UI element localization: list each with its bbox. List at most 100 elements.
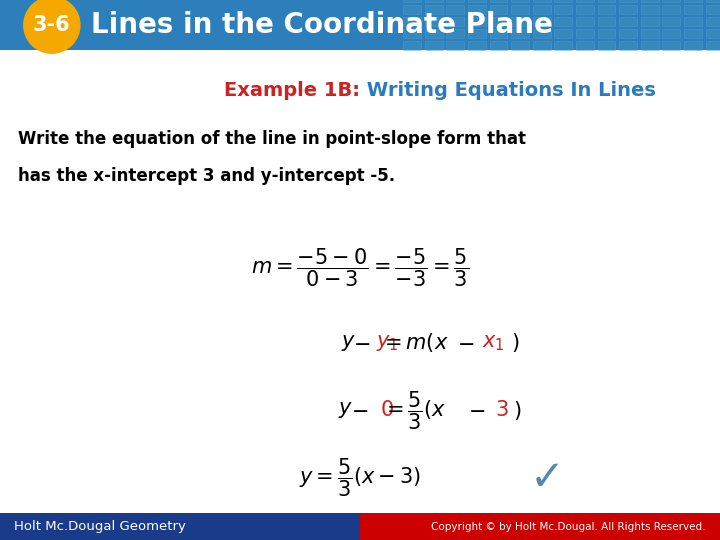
Text: Lines in the Coordinate Plane: Lines in the Coordinate Plane — [91, 11, 552, 39]
FancyBboxPatch shape — [533, 17, 551, 26]
Text: $y_1$: $y_1$ — [376, 333, 399, 353]
FancyBboxPatch shape — [425, 40, 443, 50]
Text: has the x-intercept 3 and y-intercept -5.: has the x-intercept 3 and y-intercept -5… — [18, 167, 395, 185]
FancyBboxPatch shape — [490, 40, 508, 50]
FancyBboxPatch shape — [576, 0, 594, 2]
FancyBboxPatch shape — [619, 17, 637, 26]
FancyBboxPatch shape — [662, 17, 680, 26]
FancyBboxPatch shape — [468, 0, 486, 2]
FancyBboxPatch shape — [533, 40, 551, 50]
FancyBboxPatch shape — [598, 5, 616, 15]
FancyBboxPatch shape — [554, 29, 572, 38]
FancyBboxPatch shape — [641, 5, 659, 15]
FancyBboxPatch shape — [511, 17, 529, 26]
FancyBboxPatch shape — [598, 17, 616, 26]
Text: $)$: $)$ — [510, 332, 519, 354]
FancyBboxPatch shape — [706, 40, 720, 50]
FancyBboxPatch shape — [511, 5, 529, 15]
Text: $x_1$: $x_1$ — [482, 333, 505, 353]
FancyBboxPatch shape — [468, 17, 486, 26]
FancyBboxPatch shape — [576, 5, 594, 15]
FancyBboxPatch shape — [468, 29, 486, 38]
FancyBboxPatch shape — [554, 0, 572, 2]
FancyBboxPatch shape — [360, 513, 720, 540]
Text: Example 1B:: Example 1B: — [224, 81, 360, 100]
FancyBboxPatch shape — [641, 40, 659, 50]
FancyBboxPatch shape — [662, 29, 680, 38]
FancyBboxPatch shape — [533, 5, 551, 15]
FancyBboxPatch shape — [0, 0, 720, 50]
FancyBboxPatch shape — [403, 29, 421, 38]
FancyBboxPatch shape — [662, 5, 680, 15]
Text: Write the equation of the line in point-slope form that: Write the equation of the line in point-… — [18, 130, 526, 148]
FancyBboxPatch shape — [490, 29, 508, 38]
FancyBboxPatch shape — [641, 17, 659, 26]
FancyBboxPatch shape — [533, 29, 551, 38]
Text: Holt Mc.Dougal Geometry: Holt Mc.Dougal Geometry — [14, 520, 186, 533]
Text: $)$: $)$ — [513, 399, 521, 422]
FancyBboxPatch shape — [706, 5, 720, 15]
Text: $3$: $3$ — [495, 400, 508, 421]
FancyBboxPatch shape — [619, 0, 637, 2]
FancyBboxPatch shape — [684, 40, 702, 50]
FancyBboxPatch shape — [446, 5, 464, 15]
FancyBboxPatch shape — [684, 5, 702, 15]
FancyBboxPatch shape — [446, 0, 464, 2]
FancyBboxPatch shape — [619, 29, 637, 38]
FancyBboxPatch shape — [425, 5, 443, 15]
FancyBboxPatch shape — [490, 5, 508, 15]
FancyBboxPatch shape — [641, 0, 659, 2]
FancyBboxPatch shape — [684, 0, 702, 2]
FancyBboxPatch shape — [554, 17, 572, 26]
FancyBboxPatch shape — [403, 40, 421, 50]
FancyBboxPatch shape — [425, 29, 443, 38]
FancyBboxPatch shape — [684, 29, 702, 38]
FancyBboxPatch shape — [662, 0, 680, 2]
FancyBboxPatch shape — [425, 0, 443, 2]
FancyBboxPatch shape — [446, 17, 464, 26]
Text: $y$: $y$ — [341, 333, 356, 353]
FancyBboxPatch shape — [425, 17, 443, 26]
FancyBboxPatch shape — [554, 5, 572, 15]
Text: $-$: $-$ — [457, 333, 474, 353]
FancyBboxPatch shape — [598, 29, 616, 38]
FancyBboxPatch shape — [446, 40, 464, 50]
Ellipse shape — [23, 0, 81, 54]
FancyBboxPatch shape — [576, 29, 594, 38]
FancyBboxPatch shape — [490, 0, 508, 2]
Text: Copyright © by Holt Mc.Dougal. All Rights Reserved.: Copyright © by Holt Mc.Dougal. All Right… — [431, 522, 706, 531]
FancyBboxPatch shape — [511, 40, 529, 50]
FancyBboxPatch shape — [403, 5, 421, 15]
Text: $y$: $y$ — [338, 400, 353, 421]
FancyBboxPatch shape — [598, 0, 616, 2]
Text: $0$: $0$ — [380, 400, 395, 421]
Text: $m = \dfrac{-5-0}{0-3} = \dfrac{-5}{-3} = \dfrac{5}{3}$: $m = \dfrac{-5-0}{0-3} = \dfrac{-5}{-3} … — [251, 246, 469, 288]
Text: 3-6: 3-6 — [33, 15, 71, 35]
FancyBboxPatch shape — [706, 29, 720, 38]
FancyBboxPatch shape — [576, 17, 594, 26]
FancyBboxPatch shape — [576, 40, 594, 50]
FancyBboxPatch shape — [619, 5, 637, 15]
FancyBboxPatch shape — [641, 29, 659, 38]
FancyBboxPatch shape — [0, 513, 360, 540]
Text: $-$: $-$ — [468, 400, 485, 421]
FancyBboxPatch shape — [403, 17, 421, 26]
FancyBboxPatch shape — [511, 29, 529, 38]
FancyBboxPatch shape — [662, 40, 680, 50]
Text: Writing Equations In Lines: Writing Equations In Lines — [360, 81, 656, 100]
FancyBboxPatch shape — [446, 29, 464, 38]
Text: $-$: $-$ — [351, 400, 369, 421]
FancyBboxPatch shape — [706, 17, 720, 26]
FancyBboxPatch shape — [511, 0, 529, 2]
FancyBboxPatch shape — [554, 40, 572, 50]
FancyBboxPatch shape — [468, 5, 486, 15]
Text: ✓: ✓ — [530, 457, 564, 499]
FancyBboxPatch shape — [533, 0, 551, 2]
FancyBboxPatch shape — [706, 0, 720, 2]
Text: $= m(x$: $= m(x$ — [379, 332, 449, 354]
Text: $-$: $-$ — [353, 333, 370, 353]
Text: $= \dfrac{5}{3}(x$: $= \dfrac{5}{3}(x$ — [382, 389, 446, 431]
FancyBboxPatch shape — [490, 17, 508, 26]
FancyBboxPatch shape — [619, 40, 637, 50]
FancyBboxPatch shape — [598, 40, 616, 50]
